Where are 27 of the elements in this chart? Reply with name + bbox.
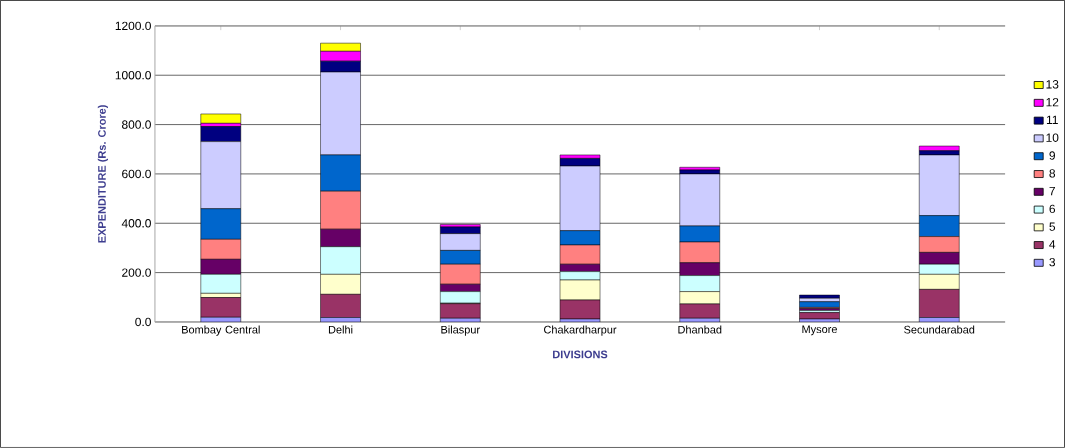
legend-label: 3 <box>1049 257 1056 267</box>
legend-label: 7 <box>1049 187 1055 196</box>
y-tick-label: 1200.0 <box>115 21 151 31</box>
x-axis-title: DIVISIONS <box>553 350 608 359</box>
y-tick-label: 800.0 <box>122 120 151 129</box>
x-tick-label: Bombay Central <box>182 325 260 336</box>
x-tick-label: Dhanbad <box>678 325 722 334</box>
y-tick-label: 0.0 <box>135 317 151 327</box>
legend-label: 6 <box>1049 204 1056 214</box>
y-tick-label: 1000.0 <box>115 71 151 80</box>
legend-label: 11 <box>1046 115 1058 125</box>
legend-label: 12 <box>1046 97 1059 107</box>
legend-label: 10 <box>1046 133 1059 142</box>
y-axis-title: EXPENDITURE (Rs. Crore) <box>97 105 108 243</box>
x-tick-label: Delhi <box>328 325 353 334</box>
legend-label: 5 <box>1049 222 1056 231</box>
legend-label: 4 <box>1049 240 1056 249</box>
x-tick-label: Mysore <box>802 325 837 336</box>
x-tick-label: Bilaspur <box>441 325 480 336</box>
legend-label: 8 <box>1049 169 1056 178</box>
y-tick-label: 400.0 <box>121 219 151 228</box>
x-tick-label: Chakardharpur <box>544 325 617 336</box>
legend-label: 9 <box>1049 151 1055 160</box>
x-tick-label: Secundarabad <box>904 325 975 334</box>
legend-label: 13 <box>1046 80 1059 89</box>
y-tick-label: 600.0 <box>122 169 151 179</box>
y-tick-label: 200.0 <box>122 268 151 277</box>
